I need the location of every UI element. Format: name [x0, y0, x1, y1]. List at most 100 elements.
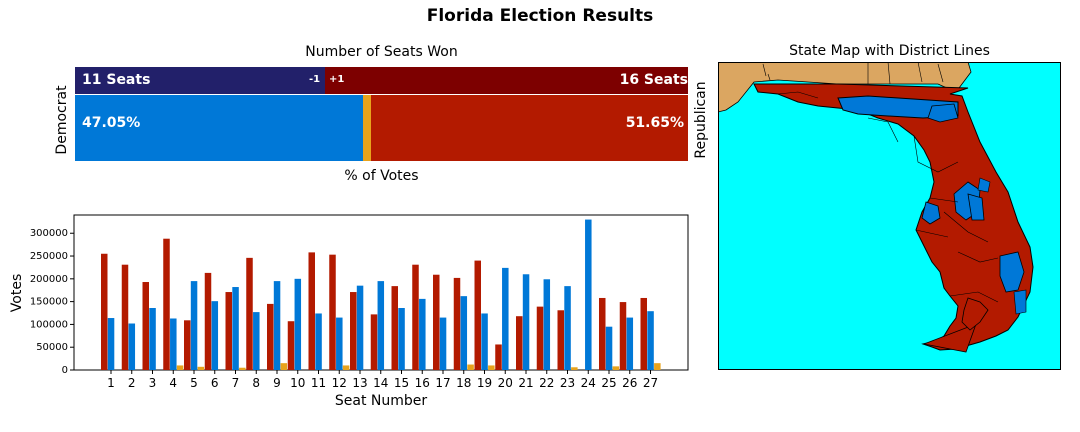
bar-republican [121, 264, 129, 370]
bar-republican [225, 292, 232, 370]
bar-other [342, 365, 350, 370]
bar-republican [350, 292, 357, 370]
bar-republican [474, 260, 481, 370]
x-tick-label: 6 [211, 376, 219, 390]
bar-democrat [211, 301, 219, 370]
bar-democrat [439, 317, 447, 370]
bar-republican [495, 344, 502, 370]
x-tick-label: 4 [169, 376, 177, 390]
democrat-axis-label-wrap: Democrat [50, 78, 74, 161]
bar-democrat [626, 317, 634, 370]
x-axis-label: Seat Number [335, 393, 428, 409]
rep-vote-text: 51.65% [625, 115, 684, 131]
bar-other [488, 365, 495, 370]
bar-democrat [522, 274, 530, 370]
bar-democrat [356, 285, 364, 370]
dem-vote-text: 47.05% [82, 115, 141, 131]
bar-republican [329, 254, 336, 370]
page-title: Florida Election Results [426, 6, 654, 26]
rep-votes-segment [371, 95, 688, 161]
x-tick-label: 21 [518, 376, 533, 390]
bar-democrat [315, 313, 322, 370]
bar-democrat [398, 308, 405, 370]
x-tick-label: 1 [107, 376, 115, 390]
district-5 [837, 95, 959, 119]
x-tick-label: 24 [581, 376, 596, 390]
y-tick-label: 300000 [30, 228, 68, 239]
bar-republican [557, 310, 564, 370]
x-tick-label: 14 [373, 376, 388, 390]
y-axis-label: Votes [9, 274, 25, 312]
map-title: State Map with District Lines [789, 43, 990, 59]
x-tick-label: 20 [498, 376, 513, 390]
bar-other [467, 364, 474, 370]
x-tick-label: 22 [539, 376, 554, 390]
bar-other [197, 366, 205, 370]
bar-democrat [107, 318, 115, 370]
bar-democrat [605, 326, 613, 370]
bar-republican [101, 253, 108, 370]
x-tick-label: 2 [128, 376, 136, 390]
bar-republican [433, 274, 440, 370]
bar-republican [391, 286, 398, 370]
x-tick-label: 23 [560, 376, 575, 390]
bar-democrat [647, 311, 654, 370]
bar-democrat [149, 308, 156, 370]
x-tick-label: 17 [435, 376, 450, 390]
bar-democrat [502, 267, 509, 370]
y-tick-label: 50000 [36, 342, 68, 353]
republican-axis-label: Republican [693, 80, 709, 159]
bar-democrat [543, 279, 551, 370]
y-tick-label: 0 [62, 365, 68, 376]
bar-republican [246, 257, 253, 370]
bar-democrat [253, 312, 260, 370]
florida-keys [922, 323, 977, 353]
district-9 [967, 193, 985, 221]
district-10 [977, 177, 991, 193]
bar-republican [163, 238, 170, 370]
x-tick-label: 25 [601, 376, 616, 390]
bar-other [612, 366, 620, 370]
y-tick-label: 250000 [30, 251, 68, 262]
x-tick-label: 5 [190, 376, 198, 390]
bar-democrat [273, 281, 281, 370]
rep-change-text: +1 [329, 74, 345, 85]
y-tick-label: 200000 [30, 274, 68, 285]
bar-democrat [190, 281, 198, 370]
south-tip [961, 297, 989, 331]
bar-republican [308, 252, 315, 370]
x-tick-label: 16 [415, 376, 430, 390]
x-tick-label: 11 [311, 376, 326, 390]
x-tick-label: 3 [149, 376, 157, 390]
x-tick-label: 27 [643, 376, 658, 390]
state-map [718, 62, 1061, 370]
democrat-axis-label: Democrat [54, 84, 70, 155]
dem-seats-segment [75, 67, 325, 94]
x-tick-label: 10 [290, 376, 305, 390]
district-24 [1013, 289, 1027, 315]
bar-democrat [419, 298, 426, 370]
x-tick-label: 18 [456, 376, 471, 390]
dem-votes-segment [75, 95, 363, 161]
bar-other [571, 367, 578, 370]
x-tick-label: 9 [273, 376, 281, 390]
bar-democrat [294, 278, 302, 370]
bar-other [654, 363, 661, 370]
seats-chart-title: Number of Seats Won [305, 44, 458, 60]
bar-republican [536, 306, 544, 370]
dem-seats-text: 11 Seats [82, 72, 151, 88]
district-lines [777, 91, 999, 303]
bar-republican [287, 321, 295, 370]
bar-republican [370, 314, 378, 370]
bar-republican [184, 320, 191, 370]
map-frame [718, 62, 1061, 370]
rep-seats-text: 16 Seats [619, 72, 688, 88]
x-tick-label: 7 [232, 376, 240, 390]
district-20 [999, 251, 1025, 293]
district-14 [921, 201, 941, 225]
bar-republican [599, 297, 606, 370]
district-4 [927, 103, 959, 123]
seats-votes-bar: 11 Seats 16 Seats -1 +1 47.05% 51.65% [75, 67, 688, 161]
bar-democrat [460, 296, 468, 370]
bar-republican [204, 272, 212, 370]
